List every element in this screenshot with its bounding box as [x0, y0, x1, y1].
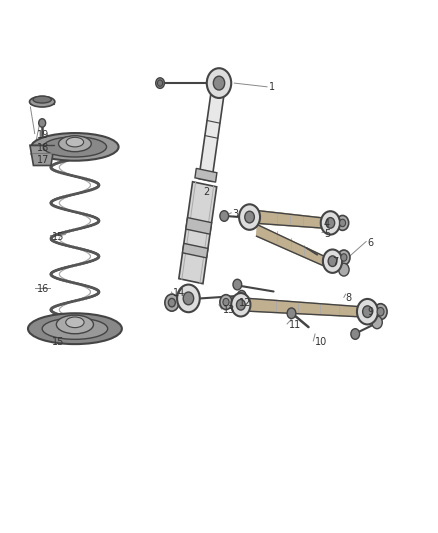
Circle shape: [374, 304, 387, 320]
Ellipse shape: [42, 318, 108, 340]
Polygon shape: [199, 82, 226, 181]
Circle shape: [287, 308, 296, 319]
Polygon shape: [30, 146, 54, 165]
Text: 16: 16: [36, 284, 49, 294]
Circle shape: [177, 285, 200, 312]
Circle shape: [239, 204, 260, 230]
Circle shape: [220, 211, 229, 221]
Text: 9: 9: [367, 306, 374, 317]
Circle shape: [357, 299, 378, 325]
Polygon shape: [183, 244, 208, 258]
Circle shape: [223, 298, 229, 306]
Circle shape: [237, 300, 245, 310]
Circle shape: [157, 80, 162, 86]
Circle shape: [220, 295, 232, 310]
Polygon shape: [258, 211, 322, 228]
Ellipse shape: [33, 96, 51, 103]
Ellipse shape: [31, 133, 119, 161]
Circle shape: [339, 263, 349, 276]
Text: 8: 8: [346, 293, 352, 303]
Circle shape: [213, 76, 225, 90]
Circle shape: [237, 290, 246, 301]
Circle shape: [336, 215, 349, 230]
Text: 2: 2: [204, 187, 210, 197]
Circle shape: [165, 294, 179, 311]
Circle shape: [245, 211, 254, 223]
Text: 5: 5: [324, 229, 330, 239]
Polygon shape: [248, 298, 360, 317]
Circle shape: [339, 219, 346, 227]
Polygon shape: [179, 182, 217, 284]
Text: 3: 3: [232, 209, 238, 220]
Circle shape: [341, 254, 347, 261]
Text: 11: 11: [289, 320, 301, 330]
Polygon shape: [186, 217, 212, 234]
Circle shape: [377, 308, 384, 316]
Text: 4: 4: [324, 219, 330, 229]
Text: 7: 7: [332, 257, 339, 267]
Polygon shape: [258, 211, 322, 228]
Ellipse shape: [43, 137, 106, 157]
Circle shape: [328, 256, 337, 266]
Text: 1: 1: [269, 82, 276, 92]
Text: 15: 15: [52, 232, 64, 242]
Text: 19: 19: [36, 130, 49, 140]
Text: 13: 13: [223, 305, 236, 315]
Text: 10: 10: [315, 337, 327, 347]
Ellipse shape: [57, 315, 93, 334]
Circle shape: [338, 250, 350, 265]
Text: 18: 18: [36, 143, 49, 154]
Circle shape: [155, 78, 164, 88]
Circle shape: [372, 316, 382, 329]
Circle shape: [323, 249, 342, 273]
Text: 6: 6: [367, 238, 374, 247]
Ellipse shape: [66, 317, 84, 328]
Text: 14: 14: [173, 288, 185, 298]
Circle shape: [233, 279, 242, 290]
Circle shape: [326, 217, 335, 228]
Circle shape: [351, 329, 360, 340]
Text: 12: 12: [239, 297, 251, 308]
Ellipse shape: [66, 138, 84, 147]
Circle shape: [168, 298, 175, 307]
Polygon shape: [195, 168, 217, 182]
Circle shape: [207, 68, 231, 98]
Text: 17: 17: [36, 155, 49, 165]
Text: 15: 15: [52, 337, 64, 347]
Polygon shape: [257, 225, 325, 266]
Ellipse shape: [29, 96, 55, 107]
Ellipse shape: [28, 313, 122, 344]
Circle shape: [363, 306, 372, 318]
Circle shape: [183, 292, 194, 305]
Ellipse shape: [59, 136, 91, 152]
Circle shape: [321, 211, 340, 235]
Bar: [30, 101, 54, 104]
Circle shape: [231, 293, 251, 317]
Circle shape: [39, 119, 46, 127]
